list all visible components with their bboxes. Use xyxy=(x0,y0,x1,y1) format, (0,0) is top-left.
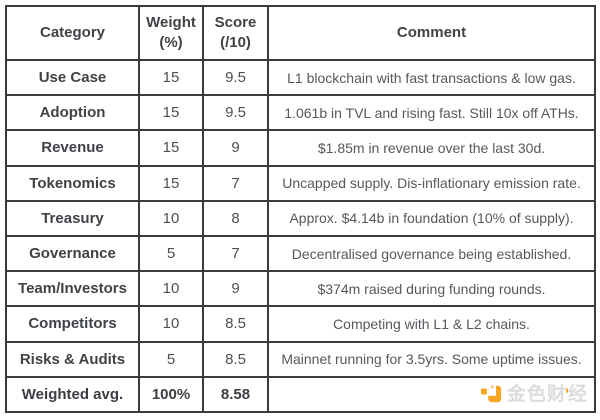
summary-category-cell: Weighted avg. xyxy=(5,375,140,414)
comment-cell: $374m raised during funding rounds. xyxy=(267,270,596,308)
table-row: Treasury 10 8 Approx. $4.14b in foundati… xyxy=(5,199,596,237)
summary-row: Weighted avg. 100% 8.58 金色财'经 xyxy=(5,375,596,414)
table-row: Adoption 15 9.5 1.061b in TVL and rising… xyxy=(5,94,596,132)
header-score: Score (/10) xyxy=(202,5,269,61)
score-cell: 8 xyxy=(202,199,269,237)
weight-cell: 5 xyxy=(138,340,204,378)
comment-cell: Approx. $4.14b in foundation (10% of sup… xyxy=(267,199,596,237)
comment-cell: $1.85m in revenue over the last 30d. xyxy=(267,129,596,167)
score-cell: 9.5 xyxy=(202,94,269,132)
watermark-text: 金色财'经 xyxy=(506,383,588,405)
weight-cell: 15 xyxy=(138,164,204,202)
table-row: Governance 5 7 Decentralised governance … xyxy=(5,234,596,273)
summary-score-cell: 8.58 xyxy=(202,375,269,414)
header-row: Category Weight (%) Score (/10) Comment xyxy=(5,5,596,61)
table-row: Team/Investors 10 9 $374m raised during … xyxy=(5,270,596,308)
comment-cell: 1.061b in TVL and rising fast. Still 10x… xyxy=(267,94,596,132)
score-cell: 9.5 xyxy=(202,58,269,97)
score-cell: 9 xyxy=(202,129,269,167)
weight-cell: 10 xyxy=(138,199,204,237)
header-comment: Comment xyxy=(267,5,596,61)
score-cell: 7 xyxy=(202,164,269,202)
watermark-tick: ' xyxy=(564,384,570,404)
table-row: Risks & Audits 5 8.5 Mainnet running for… xyxy=(5,340,596,378)
header-weight: Weight (%) xyxy=(138,5,204,61)
category-cell: Tokenomics xyxy=(5,164,140,202)
score-table: Category Weight (%) Score (/10) Comment … xyxy=(5,5,596,414)
weight-cell: 15 xyxy=(138,94,204,132)
category-cell: Use Case xyxy=(5,58,140,97)
comment-cell: Competing with L1 & L2 chains. xyxy=(267,305,596,343)
category-cell: Competitors xyxy=(5,305,140,343)
weight-cell: 5 xyxy=(138,234,204,273)
weight-cell: 15 xyxy=(138,129,204,167)
table-row: Use Case 15 9.5 L1 blockchain with fast … xyxy=(5,58,596,97)
jinse-finance-logo-icon xyxy=(480,386,502,403)
score-cell: 7 xyxy=(202,234,269,273)
watermark: 金色财'经 xyxy=(272,379,588,410)
weight-cell: 10 xyxy=(138,305,204,343)
header-category: Category xyxy=(5,5,140,61)
category-cell: Revenue xyxy=(5,129,140,167)
category-cell: Governance xyxy=(5,234,140,273)
weight-cell: 15 xyxy=(138,58,204,97)
category-cell: Risks & Audits xyxy=(5,340,140,378)
table-row: Tokenomics 15 7 Uncapped supply. Dis-inf… xyxy=(5,164,596,202)
category-cell: Adoption xyxy=(5,94,140,132)
summary-comment-cell: 金色财'经 xyxy=(267,375,596,414)
table-row: Competitors 10 8.5 Competing with L1 & L… xyxy=(5,305,596,343)
comment-cell: L1 blockchain with fast transactions & l… xyxy=(267,58,596,97)
comment-cell: Mainnet running for 3.5yrs. Some uptime … xyxy=(267,340,596,378)
summary-weight-cell: 100% xyxy=(138,375,204,414)
table-row: Revenue 15 9 $1.85m in revenue over the … xyxy=(5,129,596,167)
score-cell: 8.5 xyxy=(202,340,269,378)
category-cell: Treasury xyxy=(5,199,140,237)
score-cell: 8.5 xyxy=(202,305,269,343)
weight-cell: 10 xyxy=(138,270,204,308)
comment-cell: Uncapped supply. Dis-inflationary emissi… xyxy=(267,164,596,202)
category-cell: Team/Investors xyxy=(5,270,140,308)
score-cell: 9 xyxy=(202,270,269,308)
comment-cell: Decentralised governance being establish… xyxy=(267,234,596,273)
